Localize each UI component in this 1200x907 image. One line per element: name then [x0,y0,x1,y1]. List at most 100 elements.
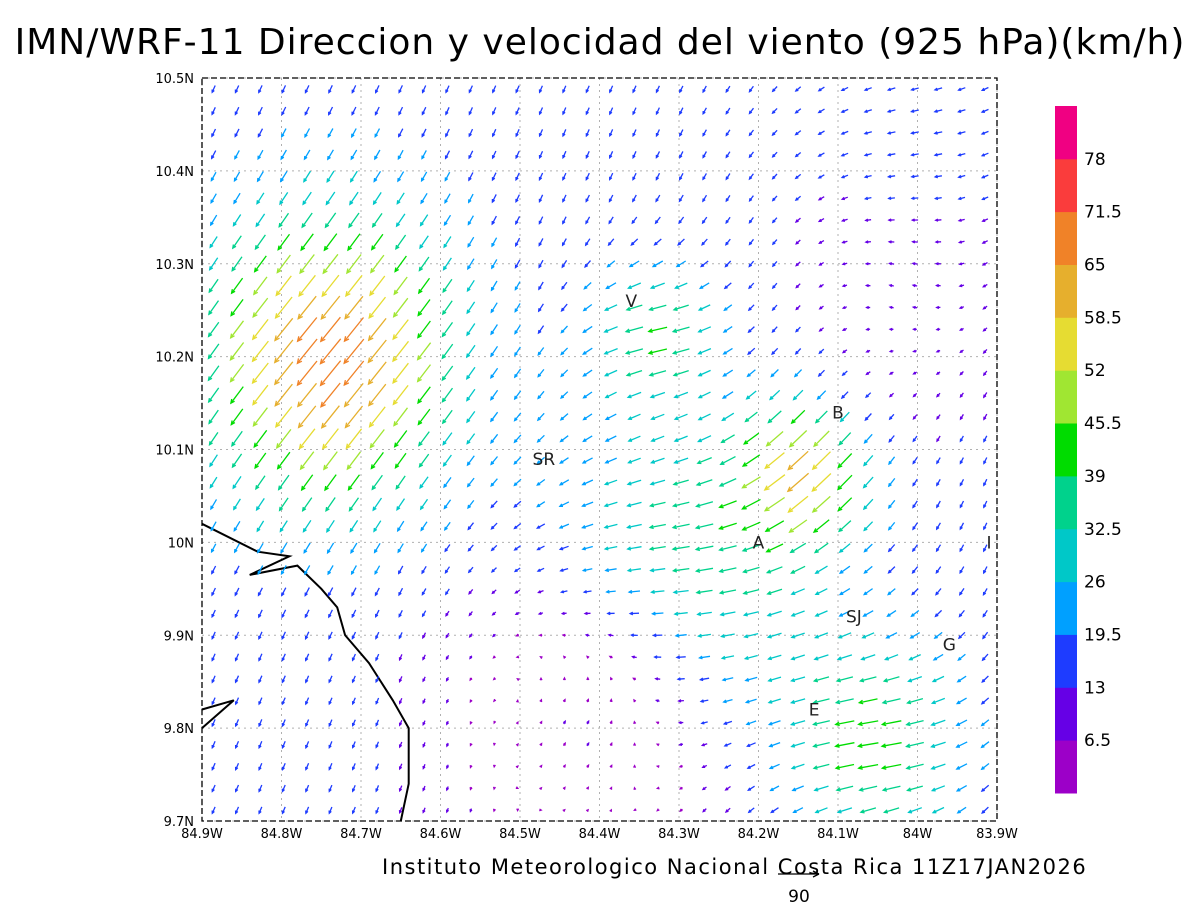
wind-vector-shaft [298,296,316,319]
wind-vector [984,567,987,573]
wind-vector-shaft [324,452,337,470]
wind-vector [984,588,988,594]
wind-vector [447,808,449,812]
wind-vector-shaft [444,455,452,466]
wind-vector [907,764,924,769]
wind-vector [329,698,332,704]
wind-vector [790,520,807,532]
wind-vector [564,657,566,659]
wind-vector [235,107,238,114]
wind-vector [560,502,569,506]
wind-vector [253,298,268,317]
wind-vector [353,698,356,704]
wind-vector [605,480,617,485]
wind-vector [419,257,429,271]
wind-vector [634,809,636,811]
wind-vector [792,743,805,748]
wind-vector [958,654,965,660]
wind-vector [746,412,758,421]
wind-vector [516,86,519,93]
wind-vector [422,172,427,181]
wind-vector-shaft [369,384,386,405]
wind-vector [865,414,871,421]
wind-vector [913,545,918,551]
wind-vector [232,278,243,293]
wind-vector [913,436,917,441]
wind-vector-shaft [720,501,737,507]
wind-vector [815,655,829,660]
wind-vector-head [494,743,496,745]
wind-vector [839,433,850,445]
wind-vector-shaft [721,457,736,465]
wind-vector [932,698,945,703]
wind-vector [859,721,879,726]
wind-vector [515,325,520,333]
wind-vector [865,132,872,134]
wind-vector [913,501,917,508]
wind-vector [842,219,847,221]
wind-vector-shaft [396,453,407,468]
wind-vector [560,458,568,463]
wind-vector-shaft [794,390,803,399]
wind-vector [326,192,334,204]
wind-vector [256,214,264,226]
wind-vector [583,480,593,485]
wind-vector [792,611,805,616]
wind-vector [750,130,754,135]
wind-vector [587,765,589,767]
wind-vector [816,411,827,423]
place-label: A [753,533,765,553]
wind-vector [209,410,218,423]
wind-vector-shaft [584,370,593,376]
wind-vector [839,633,851,638]
colorbar-label: 71.5 [1084,203,1122,223]
wind-vector-shaft [444,500,450,509]
wind-vector-shaft [444,477,451,487]
wind-vector-shaft [233,454,242,467]
wind-vector [376,107,380,115]
wind-vector [517,809,519,811]
wind-vector [399,107,403,114]
wind-vector [259,698,262,704]
wind-vector [468,280,475,291]
wind-vector [932,764,946,769]
wind-vector [443,388,453,402]
wind-vector-shaft [813,452,831,469]
wind-vector [305,588,309,596]
wind-vector [747,391,757,399]
wind-vector [516,722,518,724]
wind-vector [540,151,543,158]
wind-vector [583,547,593,550]
wind-vector [865,566,873,573]
wind-vector [235,566,239,574]
y-tick-label: 10.3N [155,258,194,273]
wind-vector [767,544,783,552]
wind-vector-shaft [813,496,830,512]
wind-vector [470,743,472,745]
wind-vector [633,678,635,680]
wind-vector [628,525,642,529]
wind-vector-head [539,788,541,790]
wind-vector-shaft [491,434,498,443]
x-tick-label: 84.3W [658,827,700,842]
wind-vector [796,196,801,200]
wind-vector [957,720,967,725]
wind-vector [540,634,542,636]
wind-vector [651,458,664,463]
wind-vector [587,678,589,680]
wind-vector [583,458,593,463]
wind-vector-shaft [298,361,318,385]
wind-vector [236,654,239,661]
wind-vector [445,194,450,203]
wind-vector [908,699,923,704]
wind-vector [376,785,379,791]
wind-vector-shaft [253,319,268,339]
wind-vector [212,107,215,114]
wind-vector-shaft [254,277,267,294]
wind-vector [447,721,449,724]
colorbar-segment [1055,476,1077,529]
wind-vector [745,634,759,638]
wind-vector [470,634,472,637]
wind-vector [744,590,759,595]
wind-vector [371,452,383,468]
